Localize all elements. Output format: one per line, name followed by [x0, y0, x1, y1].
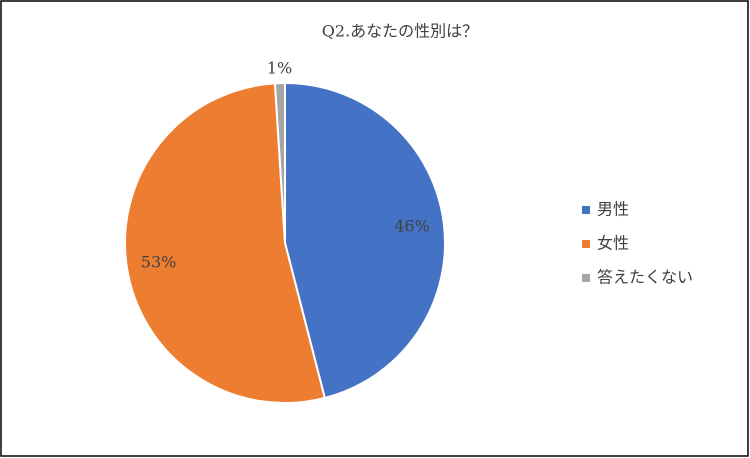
- legend-swatch: [582, 240, 590, 248]
- legend-label: 男性: [597, 200, 629, 219]
- data-label: 46%: [394, 216, 430, 235]
- data-label: 1%: [267, 59, 292, 78]
- legend-label: 女性: [597, 234, 629, 253]
- legend-swatch: [582, 274, 590, 282]
- pie-slice: [284, 81, 446, 400]
- pie-slice: [273, 81, 286, 244]
- chart-title: Q2.あなたの性別は？: [322, 22, 478, 41]
- legend-swatch: [582, 206, 590, 214]
- data-label: 53%: [141, 253, 177, 272]
- pie-slice: [124, 82, 327, 404]
- legend-label: 答えたくない: [597, 268, 693, 287]
